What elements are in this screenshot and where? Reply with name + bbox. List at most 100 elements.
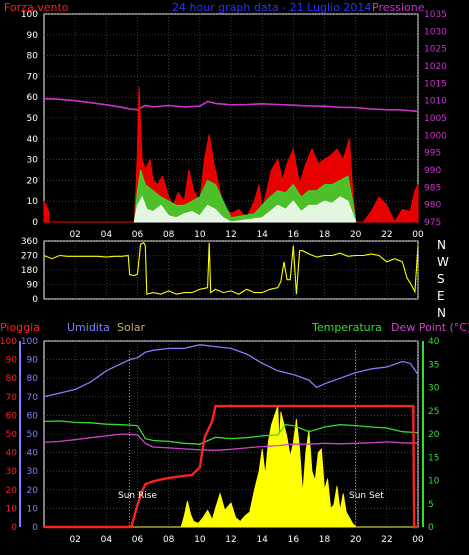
y-direction-tick-label: 360: [21, 237, 38, 247]
y-left-tick-label: 90: [27, 31, 39, 41]
x-tick-label: 20: [350, 230, 362, 240]
y-right-tick-label: 1035: [424, 10, 447, 20]
series-temperatura-line: [43, 420, 419, 445]
x-tick-label: 06: [132, 535, 144, 545]
x-tick-label: 06: [132, 230, 144, 240]
y-direction-tick-label: 180: [21, 266, 38, 276]
x-tick-label: 10: [194, 230, 206, 240]
y-humidity-tick-label: 70: [27, 393, 39, 403]
y-left-tick-label: 10: [27, 197, 39, 207]
sunrise-label: Sun Rise: [118, 491, 157, 501]
y-humidity-tick-label: 100: [21, 337, 38, 347]
x-tick-label: 02: [69, 230, 80, 240]
y-right-tick-label: 1000: [424, 131, 447, 141]
y-right-tick-label: 1020: [424, 62, 447, 72]
pressure-axis-title: Pressione: [372, 1, 425, 14]
x-tick-label: 00: [412, 230, 424, 240]
y-right-tick-label: 1015: [424, 79, 447, 89]
x-tick-label: 02: [69, 535, 80, 545]
y-rain-tick-label: 90: [6, 356, 18, 366]
y-rain-tick-label: 30: [6, 467, 18, 477]
y-left-tick-label: 20: [27, 176, 39, 186]
y-left-tick-label: 70: [27, 72, 39, 82]
y-direction-tick-label: 270: [21, 252, 38, 262]
x-tick-label: 08: [163, 230, 175, 240]
wind-axis-title: Forza vento: [4, 1, 69, 14]
y-left-tick-label: 40: [27, 135, 39, 145]
x-tick-label: 10: [194, 535, 206, 545]
y-humidity-tick-label: 20: [27, 486, 39, 496]
y-right-tick-label: 995: [424, 149, 441, 159]
y-humidity-tick-label: 0: [32, 523, 38, 533]
y-left-tick-label: 0: [32, 218, 38, 228]
y-right-tick-label: 990: [424, 166, 441, 176]
temperature-legend: Temperatura: [311, 321, 382, 334]
x-tick-label: 22: [381, 230, 392, 240]
y-rain-tick-label: 10: [6, 504, 18, 514]
y-direction-tick-label: 0: [32, 295, 38, 305]
y-temp-tick-label: 30: [428, 384, 440, 394]
y-left-tick-label: 100: [21, 10, 38, 20]
y-temp-tick-label: 0: [428, 523, 434, 533]
y-rain-tick-label: 20: [6, 486, 18, 496]
y-left-tick-label: 50: [27, 114, 39, 124]
compass-n-bottom: N: [437, 306, 446, 320]
x-tick-label: 16: [288, 230, 300, 240]
chart-headers: Forza vento 24 hour graph data - 21 Lugl…: [0, 1, 469, 501]
series-media-area: [133, 169, 357, 223]
y-humidity-tick-label: 50: [27, 430, 39, 440]
y-humidity-tick-label: 60: [27, 411, 39, 421]
dewpoint-legend: Dew Point (°C): [391, 321, 469, 334]
x-tick-label: 18: [319, 535, 331, 545]
y-direction-tick-label: 90: [27, 281, 39, 291]
sunset-label: Sun Set: [349, 491, 384, 501]
y-right-tick-label: 980: [424, 201, 441, 211]
y-left-tick-label: 30: [27, 156, 39, 166]
series-solar-area: [44, 405, 418, 528]
series-dew-point-line: [43, 433, 419, 451]
compass-s: S: [437, 272, 445, 286]
y-temp-tick-label: 35: [428, 360, 439, 370]
series-pioggia-line: [44, 404, 418, 529]
series-minimo-area: [133, 195, 357, 223]
y-temp-tick-label: 20: [428, 430, 440, 440]
y-right-tick-label: 1025: [424, 45, 447, 55]
x-tick-label: 00: [412, 535, 424, 545]
y-rain-tick-label: 100: [0, 337, 17, 347]
y-humidity-tick-label: 90: [27, 356, 39, 366]
y-temp-tick-label: 25: [428, 407, 439, 417]
series-umidita-line: [43, 344, 419, 398]
chart-panels: [43, 13, 419, 528]
y-rain-tick-label: 60: [6, 411, 18, 421]
compass-n-top: N: [437, 238, 446, 252]
y-humidity-tick-label: 10: [27, 504, 39, 514]
x-tick-label: 12: [225, 230, 236, 240]
y-rain-tick-label: 70: [6, 393, 18, 403]
y-rain-tick-label: 40: [6, 449, 18, 459]
y-humidity-tick-label: 40: [27, 449, 39, 459]
x-tick-label: 16: [288, 535, 300, 545]
x-tick-label: 18: [319, 230, 331, 240]
y-temp-tick-label: 40: [428, 337, 440, 347]
y-right-tick-label: 975: [424, 218, 441, 228]
y-rain-tick-label: 50: [6, 430, 18, 440]
y-left-tick-label: 80: [27, 52, 39, 62]
y-humidity-tick-label: 30: [27, 467, 39, 477]
series-pressure-line: [43, 97, 419, 113]
x-tick-label: 12: [225, 535, 236, 545]
y-right-tick-label: 1030: [424, 27, 447, 37]
y-left-tick-label: 60: [27, 93, 39, 103]
x-tick-label: 08: [163, 535, 175, 545]
y-rain-tick-label: 80: [6, 374, 18, 384]
x-tick-label: 14: [256, 535, 268, 545]
solar-legend: Solar: [117, 321, 146, 334]
rain-axis-title: Pioggia: [0, 321, 40, 334]
x-tick-label: 20: [350, 535, 362, 545]
chart-title: 24 hour graph data - 21 Luglio 2014: [172, 1, 371, 14]
y-temp-tick-label: 5: [428, 500, 434, 510]
compass-e: E: [437, 289, 445, 303]
x-tick-label: 14: [256, 230, 268, 240]
y-humidity-tick-label: 80: [27, 374, 39, 384]
series-layer: [43, 86, 419, 529]
